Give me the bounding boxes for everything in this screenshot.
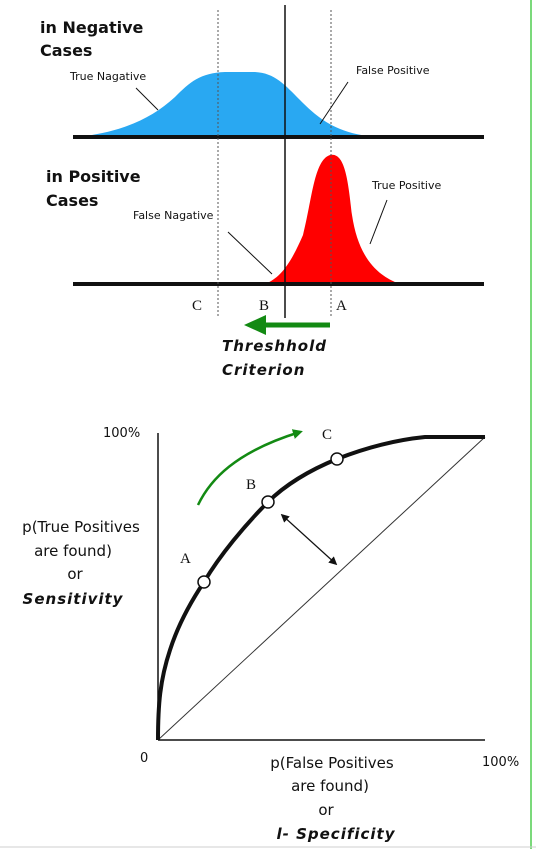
roc-point-c: [330, 452, 344, 466]
roc-panel: A B C 100% 100% 0 p(True Positives are f…: [22, 426, 519, 843]
roc-point-label-c: C: [322, 427, 332, 443]
roc-x-max-label: 100%: [482, 755, 519, 770]
roc-point-b: [261, 495, 275, 509]
roc-point-label-a: A: [180, 551, 191, 567]
false-negative-label: False Nagative: [133, 209, 214, 222]
roc-point-label-b: B: [246, 477, 256, 493]
positive-distribution-curve: [265, 154, 400, 284]
threshold-direction-arrow: [196, 429, 303, 506]
true-negative-pointer: [135, 87, 159, 111]
threshold-marker-b: B: [259, 298, 269, 314]
distance-double-arrow: [280, 513, 338, 566]
true-positive-pointer: [369, 199, 388, 245]
roc-x-axis-label-line3: or: [318, 801, 334, 819]
threshold-marker-a: A: [336, 298, 347, 314]
negative-cases-title: in Negative: [40, 18, 144, 37]
roc-y-axis-label-line1: p(True Positives: [22, 518, 140, 536]
distribution-panel: in Negative Cases in Positive Cases True…: [40, 5, 484, 379]
chance-diagonal: [157, 436, 486, 741]
threshold-arrow-head: [244, 315, 266, 335]
criterion-label-line2: Criterion: [222, 361, 305, 379]
criterion-label: Threshhold: [222, 337, 327, 355]
roc-y-axis-label-line2: are found): [34, 542, 112, 560]
threshold-marker-c: C: [192, 298, 202, 314]
true-negative-label: True Nagative: [69, 70, 146, 83]
roc-x-axis-label-line2: are found): [291, 777, 369, 795]
false-negative-pointer: [227, 231, 273, 275]
roc-x-axis-emphasis: l- Specificity: [277, 825, 396, 843]
negative-cases-title-line2: Cases: [40, 41, 92, 60]
true-positive-label: True Positive: [371, 179, 441, 192]
negative-distribution-curve: [78, 72, 375, 137]
roc-y-max-label: 100%: [103, 426, 140, 441]
roc-y-axis-label-line3: or: [67, 565, 83, 583]
roc-point-a: [197, 575, 211, 589]
roc-origin-label: 0: [140, 751, 148, 766]
positive-cases-title-line2: Cases: [46, 191, 98, 210]
roc-x-axis-label-line1: p(False Positives: [270, 754, 394, 772]
roc-y-axis-emphasis: Sensitivity: [23, 590, 124, 608]
roc-curve: [156, 435, 485, 741]
positive-cases-title: in Positive: [46, 167, 141, 186]
false-positive-label: False Positive: [356, 64, 430, 77]
false-positive-pointer: [319, 81, 349, 125]
